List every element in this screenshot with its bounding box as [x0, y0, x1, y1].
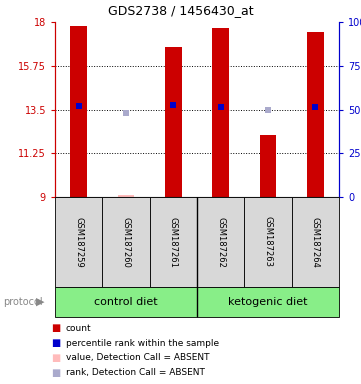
Text: protocol: protocol	[4, 297, 43, 307]
Text: control diet: control diet	[94, 297, 158, 307]
Text: GSM187262: GSM187262	[216, 217, 225, 267]
Text: ■: ■	[51, 368, 61, 378]
Bar	[70, 26, 87, 197]
Bar	[165, 47, 182, 197]
Bar	[150, 197, 197, 287]
Bar	[212, 28, 229, 197]
Bar	[118, 195, 134, 197]
Text: count: count	[66, 324, 91, 333]
Text: percentile rank within the sample: percentile rank within the sample	[66, 339, 219, 348]
Text: ▶: ▶	[36, 297, 45, 307]
Bar	[197, 287, 339, 317]
Text: GDS2738 / 1456430_at: GDS2738 / 1456430_at	[108, 5, 253, 18]
Text: ketogenic diet: ketogenic diet	[228, 297, 308, 307]
Bar	[55, 287, 197, 317]
Text: ■: ■	[51, 323, 61, 333]
Bar	[307, 32, 323, 197]
Bar	[55, 197, 102, 287]
Text: GSM187264: GSM187264	[311, 217, 320, 267]
Text: rank, Detection Call = ABSENT: rank, Detection Call = ABSENT	[66, 368, 205, 377]
Bar	[292, 197, 339, 287]
Text: value, Detection Call = ABSENT: value, Detection Call = ABSENT	[66, 353, 209, 362]
Text: GSM187261: GSM187261	[169, 217, 178, 267]
Bar	[244, 197, 292, 287]
Text: GSM187260: GSM187260	[122, 217, 130, 267]
Bar	[102, 197, 150, 287]
Text: GSM187259: GSM187259	[74, 217, 83, 267]
Bar	[260, 135, 276, 197]
Text: ■: ■	[51, 353, 61, 363]
Text: GSM187263: GSM187263	[264, 217, 273, 268]
Text: ■: ■	[51, 338, 61, 348]
Bar	[197, 197, 244, 287]
